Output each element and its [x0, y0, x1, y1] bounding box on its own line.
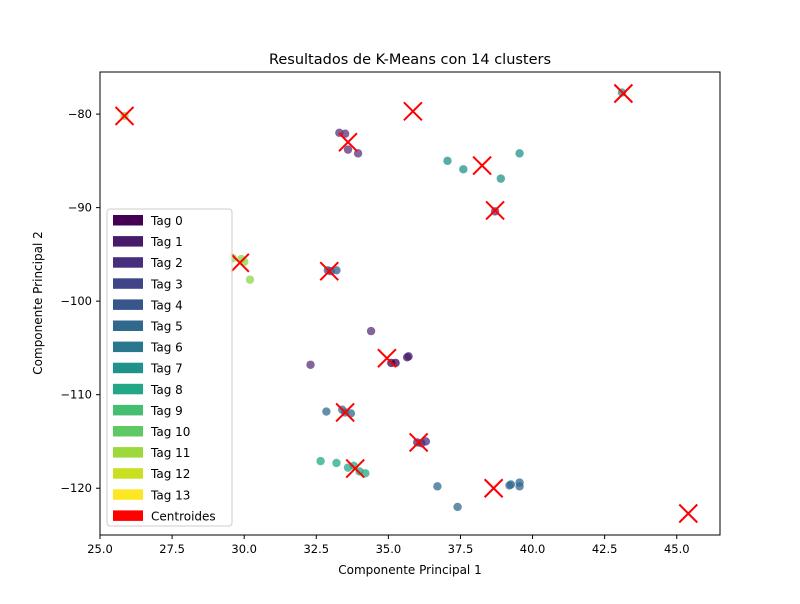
legend-swatch: [113, 383, 143, 395]
centroid-marker: [485, 200, 505, 221]
data-point: [245, 275, 255, 284]
x-tick-label: 35.0: [376, 542, 402, 556]
data-point: [453, 502, 462, 512]
centroid-marker: [403, 101, 423, 121]
data-point: [506, 480, 516, 489]
chart-title: Resultados de K-Means con 14 clusters: [269, 52, 551, 68]
legend-label: Tag 8: [150, 383, 183, 397]
legend-label: Tag 9: [150, 404, 183, 418]
data-point: [433, 482, 442, 491]
y-tick-label: −90: [68, 201, 92, 215]
data-point: [443, 156, 452, 166]
x-tick-label: 37.5: [448, 542, 474, 556]
x-tick-label: 32.5: [303, 542, 329, 556]
centroid-marker: [472, 155, 492, 176]
legend-swatch: [113, 447, 143, 458]
y-tick-label: −110: [60, 388, 92, 402]
y-axis-label: Componente Principal 2: [31, 231, 45, 374]
data-point: [322, 407, 331, 416]
legend-swatch: [113, 362, 143, 374]
legend: Tag 0 Tag 1 Tag 2 Tag 3 Tag 4 Tag 5 Tag 6 Tag 7…: [106, 208, 233, 527]
y-tick-label: −100: [60, 294, 92, 308]
legend-label: Tag 0: [150, 214, 183, 228]
x-tick-label: 45.0: [664, 542, 690, 556]
data-point: [421, 437, 431, 446]
legend-label: Tag 10: [150, 425, 190, 439]
data-point: [332, 266, 341, 275]
legend-swatch: [113, 236, 143, 247]
centroid-marker: [114, 106, 135, 126]
plot-frame: [99, 71, 721, 536]
legend-label: Tag 7: [150, 362, 183, 376]
x-tick-label: 27.5: [159, 542, 185, 556]
legend-swatch: [113, 215, 143, 226]
centroid-marker: [678, 503, 698, 524]
legend-label: Tag 2: [150, 256, 183, 270]
data-point: [459, 165, 468, 174]
legend-swatch: [113, 299, 143, 310]
x-tick-label: 25.0: [87, 542, 113, 556]
legend-label: Tag 13: [150, 488, 190, 502]
centroid-marker: [377, 348, 397, 368]
legend-label: Centroides: [151, 509, 216, 523]
legend-swatch: [113, 510, 143, 521]
x-tick-label: 30.0: [231, 542, 257, 556]
data-point: [306, 360, 315, 369]
legend-label: Tag 6: [150, 341, 183, 355]
legend-swatch: [113, 468, 143, 479]
legend-swatch: [113, 341, 143, 353]
centroid-marker: [613, 83, 634, 104]
y-tick-label: −80: [68, 107, 92, 121]
y-tick-label: −120: [60, 481, 92, 495]
centroid-marker: [483, 478, 504, 498]
legend-label: Tag 5: [150, 320, 183, 334]
data-point: [404, 352, 413, 361]
legend-swatch: [113, 320, 143, 331]
centroid-marker: [230, 253, 250, 273]
legend-label: Tag 11: [150, 446, 190, 460]
legend-swatch: [113, 426, 143, 437]
data-point: [343, 145, 353, 154]
centroid-marker: [319, 261, 339, 281]
legend-swatch: [113, 404, 143, 416]
data-point: [366, 326, 376, 336]
centroid-marker: [338, 132, 358, 152]
centroid-marker: [335, 402, 355, 423]
legend-label: Tag 3: [150, 277, 183, 291]
legend-swatch: [113, 257, 143, 268]
legend-label: Tag 1: [150, 235, 183, 249]
legend-swatch: [113, 278, 143, 289]
legend-label: Tag 12: [150, 467, 190, 481]
x-axis-label: Componente Principal 1: [338, 563, 481, 577]
centroid-marker: [408, 432, 429, 453]
data-point: [496, 174, 506, 183]
data-point: [515, 478, 524, 487]
data-point: [332, 458, 341, 468]
centroid-markers: [114, 83, 698, 524]
axis-ticks: 25.0 27.5 30.0 32.5 35.0 37.5 40.0 42.5 45.0 −120…: [60, 107, 689, 556]
centroid-marker: [345, 458, 365, 479]
x-tick-label: 40.0: [520, 542, 546, 556]
legend-swatch: [113, 489, 143, 500]
data-point: [515, 149, 524, 158]
legend-label: Tag 4: [150, 298, 183, 312]
x-tick-label: 42.5: [592, 542, 618, 556]
data-point: [316, 456, 325, 466]
